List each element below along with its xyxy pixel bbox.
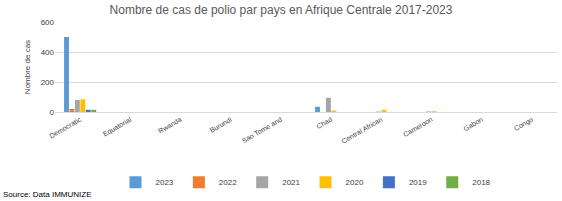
svg-text:Rwanda: Rwanda (157, 116, 183, 135)
svg-text:Chad: Chad (315, 116, 333, 130)
svg-text:200: 200 (41, 78, 55, 87)
svg-text:2019: 2019 (409, 178, 427, 187)
svg-text:0: 0 (50, 108, 55, 117)
svg-text:2022: 2022 (219, 178, 237, 187)
svg-text:2023: 2023 (156, 178, 174, 187)
svg-text:2018: 2018 (472, 178, 490, 187)
svg-text:2020: 2020 (346, 178, 364, 187)
svg-text:Democratic: Democratic (48, 115, 83, 139)
svg-text:600: 600 (41, 18, 55, 27)
svg-text:Source: Data IMMUNIZE: Source: Data IMMUNIZE (3, 190, 91, 199)
svg-text:Equatorial: Equatorial (102, 116, 134, 139)
svg-text:Sao Tome and: Sao Tome and (241, 116, 284, 145)
svg-text:Central African: Central African (340, 116, 383, 145)
svg-text:Congo: Congo (513, 116, 535, 133)
svg-text:Nombre de cas de polio par pay: Nombre de cas de polio par pays en Afriq… (110, 3, 453, 17)
svg-text:Burundi: Burundi (209, 116, 234, 134)
svg-text:2021: 2021 (282, 178, 300, 187)
svg-text:Nombre de cas: Nombre de cas (23, 40, 32, 94)
svg-text:400: 400 (41, 48, 55, 57)
svg-text:Gabon: Gabon (462, 116, 484, 133)
svg-text:Cameroon: Cameroon (402, 116, 434, 138)
